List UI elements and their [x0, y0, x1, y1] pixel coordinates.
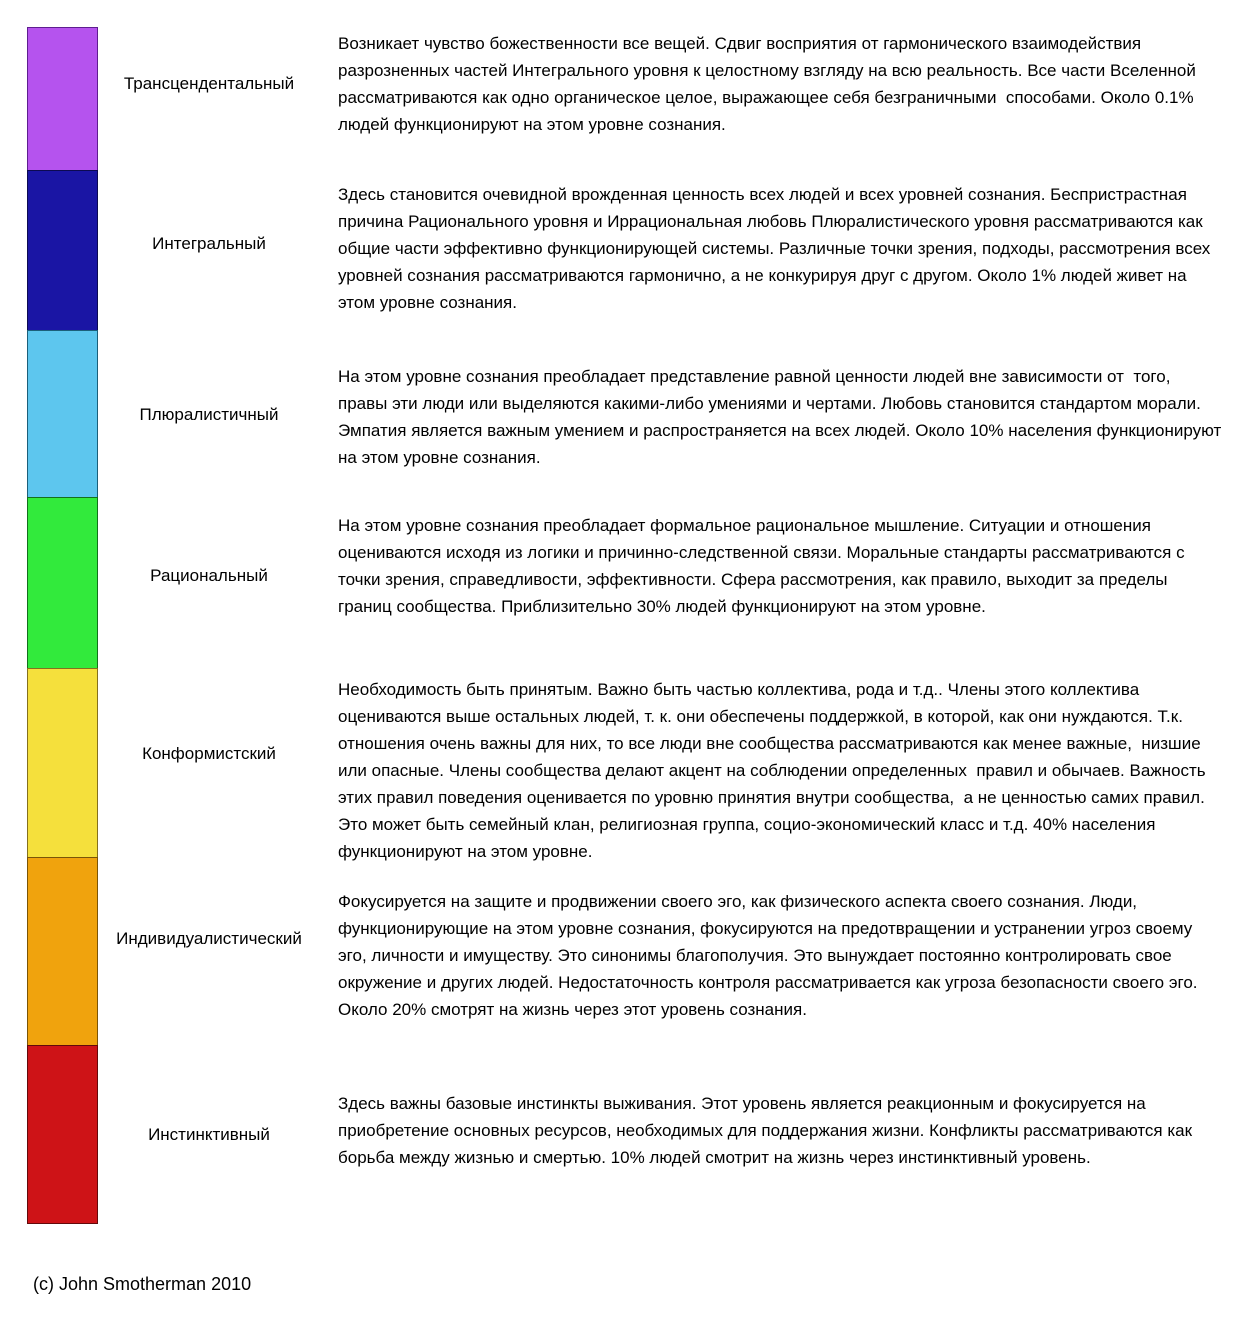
- level-description: Возникает чувство божественности все вещ…: [338, 34, 1204, 134]
- level-description: На этом уровне сознания преобладает пред…: [338, 367, 1226, 467]
- level-label: Плюралистичный: [139, 405, 279, 424]
- level-label: Интегральный: [152, 234, 266, 253]
- level-segment-5: [27, 668, 98, 858]
- level-label: Индивидуалистический: [116, 929, 302, 948]
- level-label: Трансцендентальный: [123, 74, 295, 93]
- level-description: Фокусируется на защите и продвижении сво…: [338, 892, 1203, 1019]
- level-color-bar: [27, 27, 98, 1224]
- level-segment-3: [27, 330, 98, 498]
- level-segment-2: [27, 170, 98, 331]
- level-segment-4: [27, 497, 98, 669]
- level-description: Необходимость быть принятым. Важно быть …: [338, 680, 1211, 861]
- level-label: Инстинктивный: [148, 1125, 270, 1144]
- level-segment-6: [27, 857, 98, 1046]
- level-description: Здесь становится очевидной врожденная це…: [338, 185, 1216, 312]
- level-description: Здесь важны базовые инстинкты выживания.…: [338, 1094, 1197, 1167]
- level-label: Конформистский: [142, 744, 276, 763]
- level-segment-7: [27, 1045, 98, 1224]
- level-description: На этом уровне сознания преобладает форм…: [338, 516, 1190, 616]
- level-segment-1: [27, 27, 98, 171]
- level-label: Рациональный: [150, 566, 268, 585]
- copyright-text: (c) John Smotherman 2010: [33, 1274, 252, 1294]
